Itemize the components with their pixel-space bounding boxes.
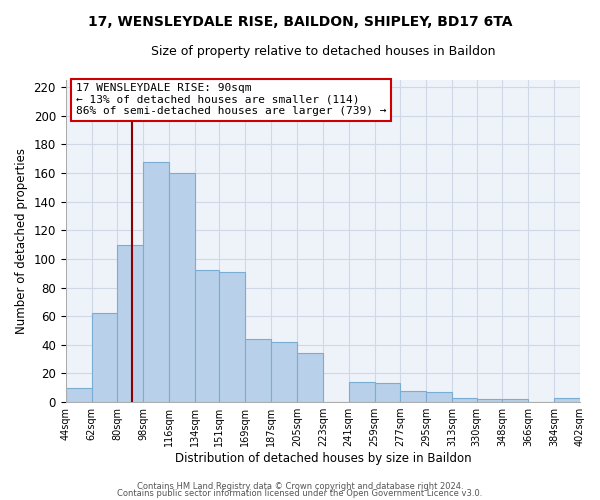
Bar	[297, 354, 323, 402]
Text: 17, WENSLEYDALE RISE, BAILDON, SHIPLEY, BD17 6TA: 17, WENSLEYDALE RISE, BAILDON, SHIPLEY, …	[88, 15, 512, 29]
Bar	[65, 388, 92, 402]
Bar	[220, 272, 245, 402]
Text: Contains public sector information licensed under the Open Government Licence v3: Contains public sector information licen…	[118, 488, 482, 498]
Bar	[554, 398, 580, 402]
Bar	[374, 384, 400, 402]
Text: Contains HM Land Registry data © Crown copyright and database right 2024.: Contains HM Land Registry data © Crown c…	[137, 482, 463, 491]
Bar	[349, 382, 374, 402]
Bar	[271, 342, 297, 402]
Bar	[245, 339, 271, 402]
Bar	[169, 173, 195, 402]
Title: Size of property relative to detached houses in Baildon: Size of property relative to detached ho…	[151, 45, 495, 58]
Y-axis label: Number of detached properties: Number of detached properties	[15, 148, 28, 334]
Bar	[426, 392, 452, 402]
Bar	[452, 398, 476, 402]
Bar	[476, 399, 502, 402]
Bar	[118, 244, 143, 402]
X-axis label: Distribution of detached houses by size in Baildon: Distribution of detached houses by size …	[175, 452, 471, 465]
Bar	[143, 162, 169, 402]
Bar	[502, 399, 528, 402]
Text: 17 WENSLEYDALE RISE: 90sqm
← 13% of detached houses are smaller (114)
86% of sem: 17 WENSLEYDALE RISE: 90sqm ← 13% of deta…	[76, 83, 386, 116]
Bar	[400, 390, 426, 402]
Bar	[195, 270, 220, 402]
Bar	[92, 314, 118, 402]
